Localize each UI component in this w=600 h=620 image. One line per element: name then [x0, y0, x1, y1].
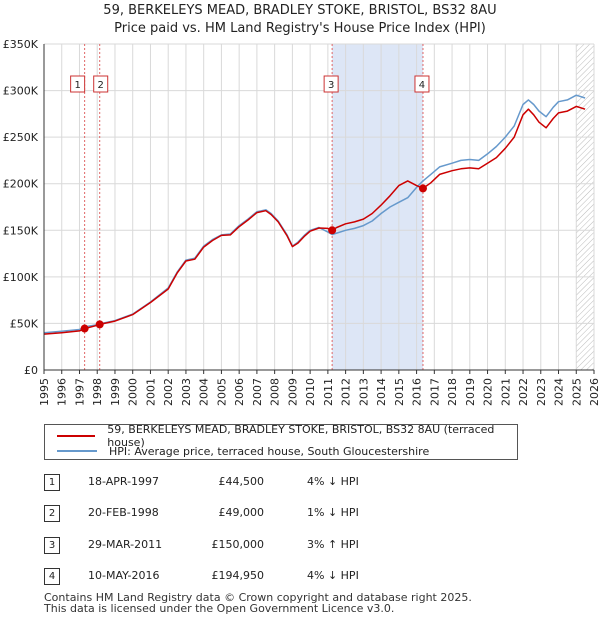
x-tick-label: 1996 [56, 378, 69, 406]
shaded-period [332, 44, 423, 370]
x-tick-label: 1995 [38, 378, 51, 406]
sale-row-4: 4 10-MAY-2016 £194,950 4% ↓ HPI [44, 568, 444, 585]
footer-line1: Contains HM Land Registry data © Crown c… [44, 591, 472, 604]
x-tick-label: 2019 [464, 378, 477, 406]
x-tick-label: 2006 [233, 378, 246, 406]
x-tick-label: 2001 [144, 378, 157, 406]
x-tick-label: 2005 [215, 378, 228, 406]
x-tick-label: 2015 [393, 378, 406, 406]
x-tick-label: 2016 [411, 378, 424, 406]
sale-number: 3 [44, 537, 60, 554]
chart-title-line1: 59, BERKELEYS MEAD, BRADLEY STOKE, BRIST… [103, 3, 497, 18]
legend-swatch-property [57, 435, 96, 437]
x-tick-label: 1997 [73, 378, 86, 406]
property-price-line [43, 105, 586, 335]
legend-label-property: 59, BERKELEYS MEAD, BRADLEY STOKE, BRIST… [107, 423, 495, 449]
x-tick-label: 2014 [375, 378, 388, 406]
sale-hpi-diff: 3% ↑ HPI [307, 538, 359, 551]
sale-hpi-diff: 4% ↓ HPI [307, 569, 359, 582]
sale-label-box [323, 75, 339, 93]
sale-hpi-diff: 1% ↓ HPI [307, 506, 359, 519]
x-tick-label: 1999 [109, 378, 122, 406]
x-tick-label: 2004 [198, 378, 211, 406]
sale-price: £49,000 [218, 506, 265, 519]
y-tick-label: £0 [24, 364, 38, 377]
x-tick-label: 2002 [162, 378, 175, 406]
x-tick-label: 2020 [482, 378, 495, 406]
chart-title-line2: Price paid vs. HM Land Registry's House … [114, 21, 486, 36]
sale-date: 29-MAR-2011 [88, 538, 163, 551]
x-tick-label: 1998 [91, 378, 104, 406]
sale-label-box [70, 75, 86, 93]
sale-label-number: 4 [419, 80, 425, 91]
y-tick-label: £250K [3, 131, 39, 144]
x-tick-label: 2003 [180, 378, 193, 406]
sale-point-marker [328, 226, 337, 235]
y-tick-label: £350K [3, 38, 39, 51]
x-tick-label: 2018 [446, 378, 459, 406]
x-tick-label: 2007 [251, 378, 264, 406]
y-tick-label: £200K [3, 178, 39, 191]
sale-price: £150,000 [211, 538, 265, 551]
x-tick-label: 2026 [588, 378, 600, 406]
legend-item-hpi: HPI: Average price, terraced house, Sout… [57, 443, 429, 459]
x-tick-label: 2024 [553, 378, 566, 406]
sale-number: 4 [44, 568, 60, 585]
price-chart: 1 2 3 4 £0 £50K £100K £150K £200K £250K £300K £350… [3, 38, 600, 406]
x-tick-label: 2000 [127, 378, 140, 406]
hatched-region [576, 44, 594, 370]
x-tick-label: 2023 [535, 378, 548, 406]
legend: 59, BERKELEYS MEAD, BRADLEY STOKE, BRIST… [44, 423, 518, 460]
legend-swatch-hpi [57, 450, 97, 452]
sale-row-3: 3 29-MAR-2011 £150,000 3% ↑ HPI [44, 537, 444, 554]
sale-point-marker [95, 320, 104, 329]
sale-number: 2 [44, 505, 60, 522]
sale-number: 1 [44, 474, 60, 491]
y-tick-label: £150K [3, 224, 39, 237]
sale-label-number: 1 [74, 80, 80, 91]
sale-label-number: 3 [328, 80, 334, 91]
x-tick-label: 2021 [499, 378, 512, 406]
sale-label-box [93, 75, 109, 93]
x-tick-label: 2012 [340, 378, 353, 406]
sale-point-marker [418, 184, 427, 193]
sale-date: 20-FEB-1998 [88, 506, 159, 519]
sale-price: £44,500 [218, 475, 265, 488]
sale-row-1: 1 18-APR-1997 £44,500 4% ↓ HPI [44, 474, 444, 491]
sale-date: 10-MAY-2016 [88, 569, 160, 582]
footer-attribution: Contains HM Land Registry data © Crown c… [44, 592, 472, 614]
x-tick-label: 2013 [357, 378, 370, 406]
hpi-line [43, 94, 586, 334]
sale-point-marker [80, 324, 89, 333]
x-tick-label: 2010 [304, 378, 317, 406]
x-tick-label: 2025 [570, 378, 583, 406]
sale-date: 18-APR-1997 [88, 475, 160, 488]
sale-row-2: 2 20-FEB-1998 £49,000 1% ↓ HPI [44, 505, 444, 522]
y-tick-label: £50K [10, 317, 39, 330]
x-tick-label: 2022 [517, 378, 530, 406]
x-tick-label: 2009 [286, 378, 299, 406]
chart-title: 59, BERKELEYS MEAD, BRADLEY STOKE, BRIST… [0, 2, 600, 38]
sale-hpi-diff: 4% ↓ HPI [307, 475, 359, 488]
x-tick-label: 2011 [322, 378, 335, 406]
x-tick-label: 2008 [269, 378, 282, 406]
y-tick-label: £100K [3, 271, 39, 284]
legend-item-property: 59, BERKELEYS MEAD, BRADLEY STOKE, BRIST… [57, 423, 517, 449]
y-tick-label: £300K [3, 85, 39, 98]
footer-line2: This data is licensed under the Open Gov… [44, 602, 395, 615]
sale-price: £194,950 [211, 569, 265, 582]
legend-label-hpi: HPI: Average price, terraced house, Sout… [109, 444, 430, 458]
x-tick-label: 2017 [428, 378, 441, 406]
sale-label-number: 2 [98, 80, 104, 91]
sale-label-box [414, 75, 430, 93]
